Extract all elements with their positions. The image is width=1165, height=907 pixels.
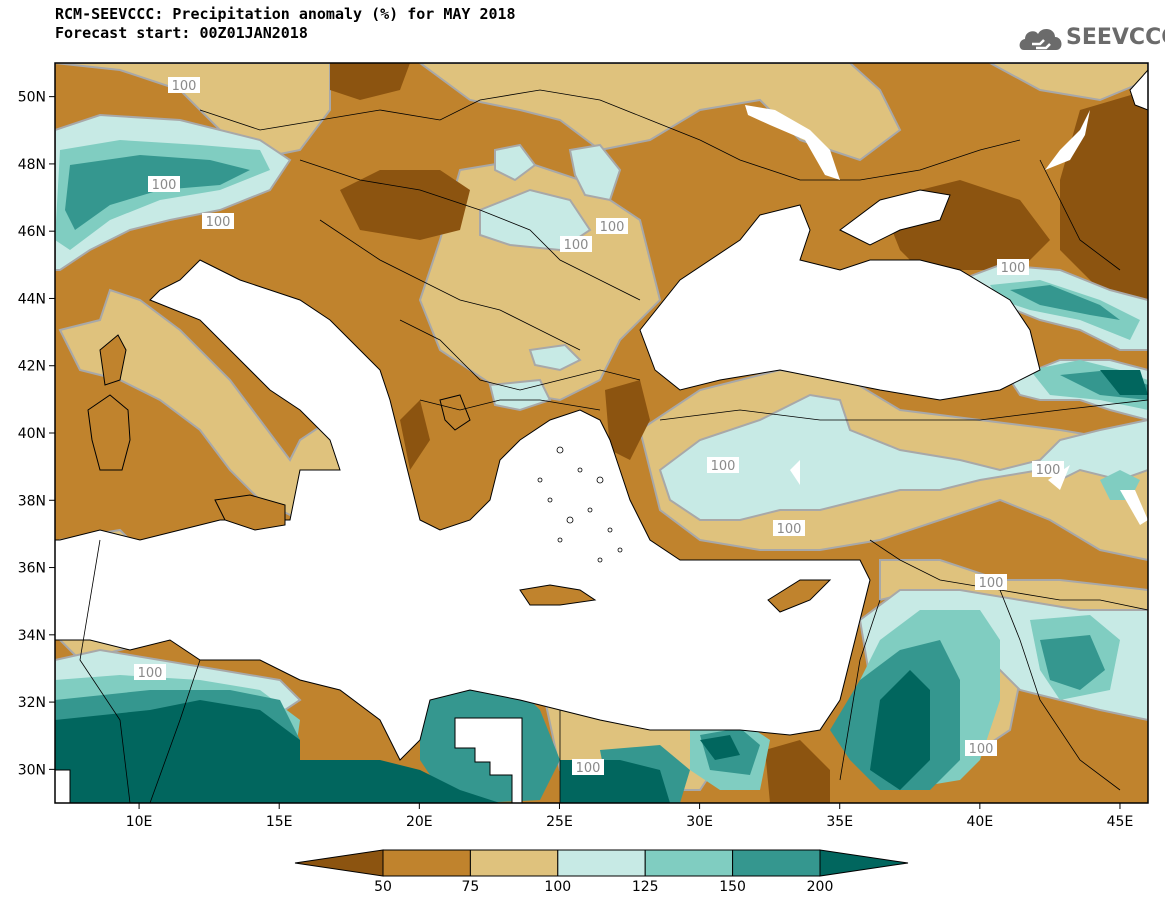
colorbar-label: 100 — [544, 879, 571, 895]
contour-label: 100 — [1001, 261, 1026, 276]
contour-label: 100 — [711, 459, 736, 474]
x-axis: 10E 15E 20E 25E 30E 35E 40E 45E — [126, 803, 1134, 830]
x-tick-label: 40E — [967, 814, 994, 830]
contour-label: 100 — [600, 220, 625, 235]
seevccc-logo: SEEVCCC — [1018, 20, 1165, 60]
y-tick-label: 42N — [18, 359, 46, 375]
colorbar-segment — [469, 849, 559, 877]
contour-label: 100 — [152, 178, 177, 193]
x-tick-label: 25E — [546, 814, 573, 830]
anomaly-field: 100 100 100 100 100 100 100 100 100 100 … — [55, 63, 1148, 803]
y-tick-label: 36N — [18, 561, 46, 577]
x-tick-label: 20E — [406, 814, 433, 830]
colorbar-segment — [644, 849, 734, 877]
y-axis: 50N 48N 46N 44N 42N 40N 38N 36N 34N 32N 30N — [18, 90, 55, 778]
x-tick-label: 10E — [126, 814, 153, 830]
x-tick-label: 45E — [1107, 814, 1134, 830]
contour-label: 100 — [206, 215, 231, 230]
y-tick-label: 30N — [18, 762, 46, 778]
cloud-icon — [1019, 28, 1062, 50]
colorbar-label: 125 — [632, 879, 659, 895]
y-tick-label: 46N — [18, 224, 46, 240]
y-tick-label: 40N — [18, 426, 46, 442]
contour-label: 100 — [979, 576, 1004, 591]
x-tick-label: 30E — [686, 814, 713, 830]
colorbar-segment — [819, 849, 909, 877]
colorbar-segment — [382, 849, 471, 877]
contour-label: 100 — [1036, 463, 1061, 478]
contour-label: 100 — [576, 761, 601, 776]
y-tick-label: 38N — [18, 493, 46, 509]
colorbar-segment — [557, 849, 646, 877]
contour-labels: 100 100 100 100 100 100 100 100 100 100 … — [134, 77, 1064, 776]
x-tick-label: 15E — [266, 814, 293, 830]
colorbar-segment — [732, 849, 821, 877]
contour-label: 100 — [969, 742, 994, 757]
y-tick-label: 32N — [18, 695, 46, 711]
colorbar-label: 150 — [719, 879, 746, 895]
colorbar-segment — [294, 849, 384, 877]
contour-label: 100 — [777, 522, 802, 537]
logo-text: SEEVCCC — [1066, 25, 1165, 50]
contour-label: 100 — [172, 79, 197, 94]
y-tick-label: 34N — [18, 628, 46, 644]
colorbar-legend: 50 75 100 125 150 200 — [294, 849, 909, 895]
map-title: RCM-SEEVCCC: Precipitation anomaly (%) f… — [55, 5, 516, 23]
contour-label: 100 — [564, 238, 589, 253]
y-tick-label: 50N — [18, 90, 46, 106]
contour-label: 100 — [138, 666, 163, 681]
colorbar-label: 50 — [374, 879, 392, 895]
x-tick-label: 35E — [826, 814, 853, 830]
y-tick-label: 48N — [18, 157, 46, 173]
forecast-start: Forecast start: 00Z01JAN2018 — [55, 24, 308, 42]
y-tick-label: 44N — [18, 291, 46, 307]
colorbar-label: 200 — [807, 879, 834, 895]
colorbar-label: 75 — [461, 879, 479, 895]
